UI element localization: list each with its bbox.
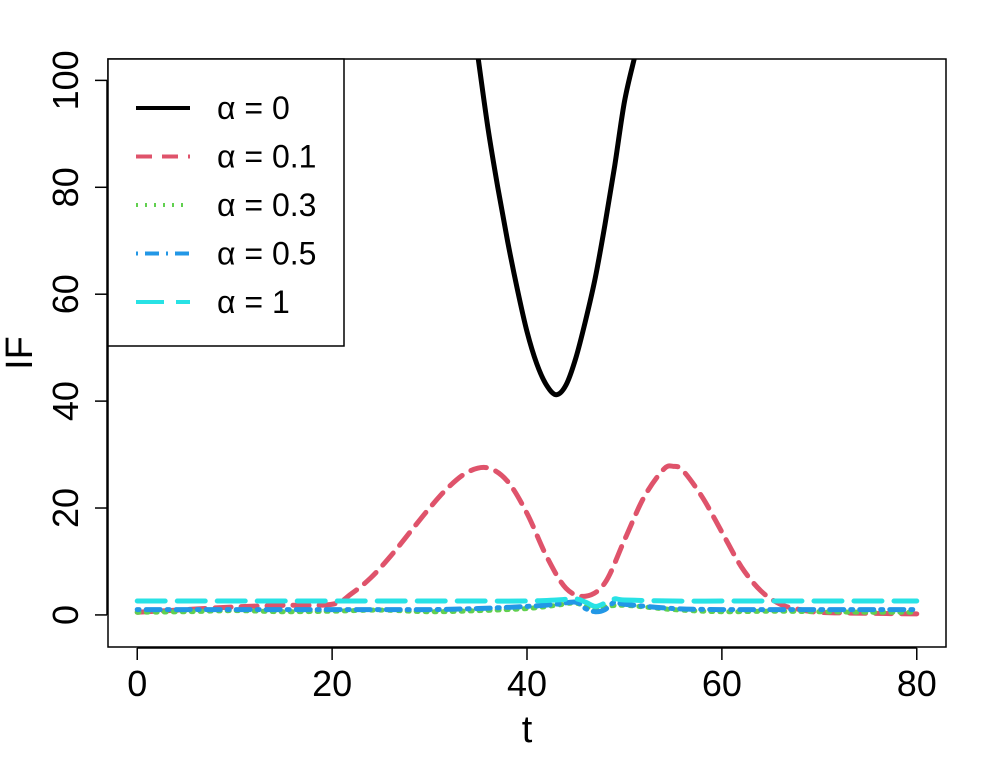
- legend-label-0: α = 0: [217, 90, 290, 126]
- plot-frame: [107, 58, 947, 648]
- y-tick-label-60: 60: [45, 274, 86, 314]
- x-tick-label-80: 80: [897, 663, 937, 704]
- y-axis-title: IF: [0, 336, 41, 370]
- series-line-1: [134, 463, 920, 617]
- y-tick-label-80: 80: [45, 167, 86, 207]
- legend: α = 0 α = 0.1 α = 0.3 α = 0.5 α = 1: [107, 58, 345, 347]
- y-axis: 0 20 40 60 80 100: [45, 50, 108, 625]
- series-line-3: [134, 599, 920, 615]
- legend-label-4: α = 1: [217, 284, 290, 320]
- x-tick-label-40: 40: [507, 663, 547, 704]
- y-tick-label-40: 40: [45, 381, 86, 421]
- legend-label-3: α = 0.5: [217, 236, 316, 272]
- legend-label-2: α = 0.3: [217, 187, 316, 223]
- y-tick-label-0: 0: [45, 605, 86, 625]
- x-tick-label-60: 60: [702, 663, 742, 704]
- series-lines: [134, 59, 920, 617]
- legend-label-1: α = 0.1: [217, 139, 316, 175]
- x-axis: 0 20 40 60 80: [127, 647, 937, 704]
- y-tick-label-20: 20: [45, 488, 86, 528]
- series-line-0: [475, 59, 637, 398]
- x-tick-label-0: 0: [127, 663, 147, 704]
- x-tick-label-20: 20: [312, 663, 352, 704]
- y-tick-label-100: 100: [45, 50, 86, 110]
- series-line-4: [134, 596, 920, 609]
- x-axis-title: t: [522, 709, 533, 751]
- legend-box: [107, 58, 345, 347]
